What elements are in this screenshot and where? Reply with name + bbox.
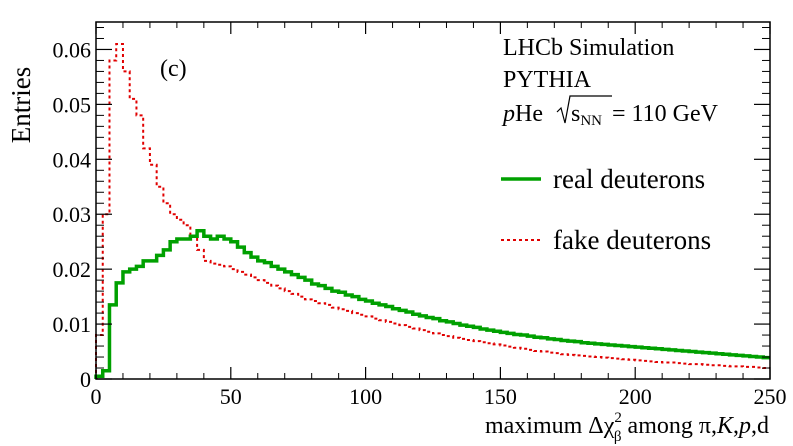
- y-tick-label: 0.04: [53, 147, 92, 172]
- y-tick-label: 0.03: [53, 202, 92, 227]
- system-target: He: [515, 101, 543, 127]
- generator-label: PYTHIA: [503, 67, 592, 93]
- sqrt-symbol: [556, 95, 612, 124]
- x-tick-label: 0: [91, 384, 102, 409]
- collision-system-label: pHe sNN = 110 GeV: [501, 95, 719, 129]
- legend: real deuterons fake deuterons: [501, 164, 711, 255]
- panel-label: (c): [160, 56, 187, 82]
- x-label-k: K: [716, 413, 735, 439]
- series-layer: [94, 42, 770, 379]
- plot-frame: [95, 21, 771, 380]
- x-label-end: ,d: [751, 413, 769, 439]
- x-label-post: among π,: [622, 413, 717, 439]
- y-tick-label: 0.06: [53, 37, 92, 62]
- experiment-label: LHCb Simulation: [503, 35, 674, 61]
- sqrt-argument: sNN: [571, 101, 602, 129]
- x-label-p: p: [737, 413, 751, 439]
- x-tick-label: 200: [619, 384, 652, 409]
- energy-label: = 110 GeV: [612, 101, 719, 127]
- sqrt-s: s: [571, 101, 580, 127]
- y-tick-label: 0.02: [53, 257, 92, 282]
- x-label-sub: β: [614, 429, 622, 445]
- sqrt-subscript: NN: [580, 113, 602, 129]
- series-real-deuterons: [94, 228, 770, 379]
- y-tick-label: 0.01: [53, 312, 92, 337]
- x-label-comma: ,: [733, 413, 739, 439]
- y-tick-label: 0.05: [53, 92, 92, 117]
- x-tick-label: 250: [754, 384, 787, 409]
- legend-label-fake: fake deuterons: [553, 225, 711, 255]
- x-tick-label: 100: [349, 384, 382, 409]
- series-fake-deuterons: [95, 42, 770, 379]
- y-axis-label: Entries: [6, 67, 36, 143]
- x-tick-label: 150: [484, 384, 517, 409]
- x-tick-label: 50: [220, 384, 242, 409]
- x-axis-label: maximum Δχ2 β among π,K,p,d: [485, 410, 769, 445]
- x-tick-layer: 0 50 100 150 200 250: [91, 22, 787, 409]
- y-tick-label: 0: [80, 367, 91, 392]
- system-label: pHe: [501, 101, 543, 127]
- x-label-sup: 2: [614, 410, 622, 426]
- system-projectile: p: [501, 101, 515, 127]
- legend-label-real: real deuterons: [553, 164, 705, 194]
- x-label-pre: maximum Δχ: [485, 413, 615, 439]
- y-tick-layer: 0 0.01 0.02 0.03 0.04 0.05 0.06: [53, 26, 770, 392]
